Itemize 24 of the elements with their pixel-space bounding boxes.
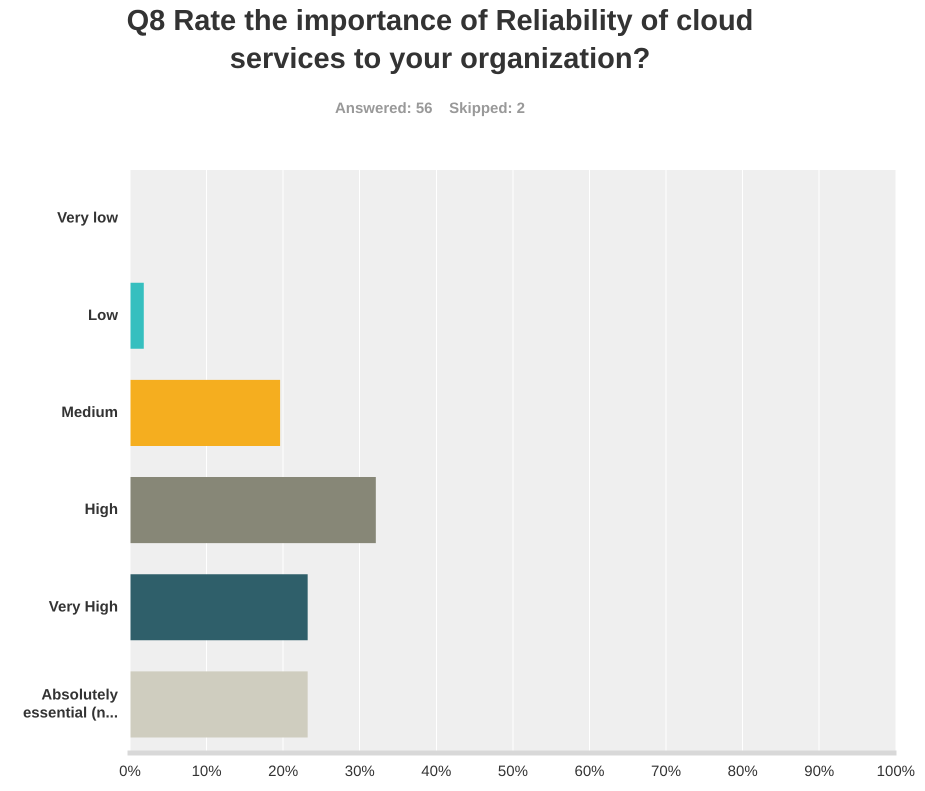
chart-subtitle: Answered: 56 Skipped: 2: [334, 100, 526, 117]
x-tick-label: 40%: [421, 763, 452, 780]
bar: [130, 380, 280, 446]
x-tick-label: 10%: [192, 763, 222, 780]
x-tick-label: 0%: [119, 763, 141, 780]
bar: [130, 477, 376, 544]
bar: [130, 574, 308, 640]
x-tick-label: 70%: [651, 763, 682, 780]
bar: [130, 671, 308, 738]
x-tick-label: 100%: [876, 763, 916, 780]
y-tick-label: High: [84, 501, 118, 518]
y-tick-label: Very High: [48, 598, 118, 616]
y-tick-label: Absolutely essential (n...: [22, 686, 119, 722]
chart-title: Q8 Rate the importance of Reliability of cloud services to your organization?: [126, 4, 754, 77]
x-tick-label: 30%: [344, 763, 375, 780]
x-tick-label: 50%: [498, 763, 528, 780]
x-tick-label: 80%: [728, 763, 758, 780]
y-tick-label: Medium: [61, 404, 118, 422]
x-tick-label: 60%: [574, 763, 605, 780]
y-tick-label: Very low: [57, 210, 118, 227]
bar: [130, 282, 144, 349]
x-tick-label: 90%: [804, 763, 834, 780]
x-tick-label: 20%: [268, 763, 298, 780]
y-tick-label: Low: [88, 306, 118, 324]
